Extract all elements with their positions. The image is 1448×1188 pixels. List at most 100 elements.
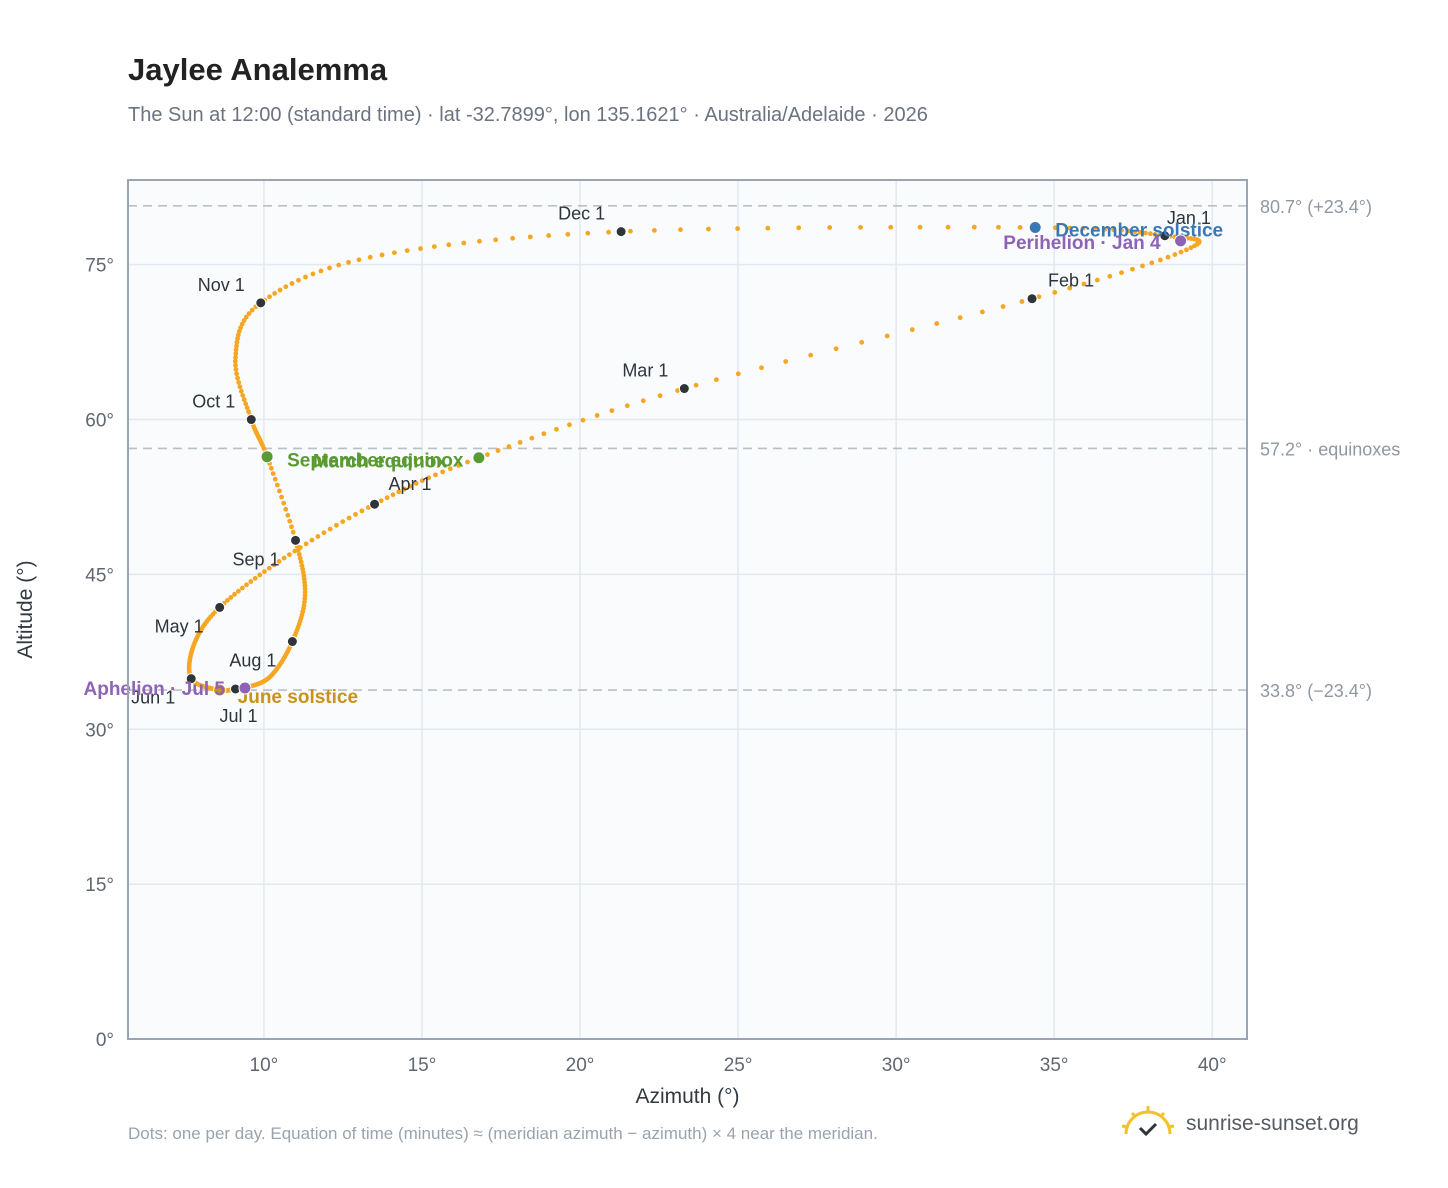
daily-sun-dot (233, 347, 239, 353)
daily-sun-dot (295, 547, 301, 553)
daily-sun-dot (640, 398, 646, 404)
daily-sun-dot (1000, 304, 1006, 309)
daily-sun-dot (606, 229, 611, 235)
daily-sun-dot (1140, 263, 1145, 269)
daily-sun-dot (934, 321, 940, 326)
x-tick-label: 25° (724, 1055, 753, 1076)
daily-sun-dot (270, 471, 276, 476)
daily-sun-dot (517, 439, 523, 445)
daily-sun-dot (1052, 289, 1058, 295)
daily-sun-dot (303, 274, 308, 280)
x-tick-label: 30° (882, 1055, 911, 1076)
daily-sun-dot (241, 397, 247, 403)
daily-sun-dot (353, 512, 358, 517)
daily-sun-dot (796, 225, 802, 231)
month-label: Dec 1 (558, 204, 605, 224)
daily-sun-dot (1152, 231, 1158, 237)
y-tick-label: 75° (85, 256, 114, 277)
daily-sun-dot (346, 259, 351, 265)
daily-sun-dot (624, 403, 630, 409)
daily-sun-dot (318, 268, 324, 274)
month-marker (678, 383, 690, 395)
daily-sun-dot (858, 224, 863, 230)
daily-sun-dot (909, 327, 915, 333)
daily-sun-dot (678, 227, 683, 233)
x-tick-label: 10° (250, 1055, 279, 1076)
daily-sun-dot (1147, 231, 1153, 237)
daily-sun-dot (238, 388, 244, 394)
daily-sun-dot (299, 563, 305, 568)
daily-sun-dot (289, 524, 294, 530)
daily-sun-dot (1094, 277, 1100, 283)
apsis-marker (1174, 234, 1188, 248)
daily-sun-dot (1137, 229, 1143, 235)
daily-sun-dot (233, 351, 239, 356)
daily-sun-dot (279, 494, 284, 500)
daily-sun-dot (418, 246, 423, 251)
reference-lines: 80.7° (+23.4°) 57.2° · equinoxes 33.8° (−2… (128, 197, 1400, 701)
y-tick-label: 15° (85, 875, 114, 896)
daily-sun-dot (979, 309, 985, 315)
daily-sun-dot (310, 271, 316, 277)
month-marker (615, 226, 627, 238)
y-tick-label: 45° (85, 565, 114, 586)
daily-sun-dot (281, 555, 287, 561)
daily-sun-dot (553, 426, 559, 432)
daily-sun-dot (367, 254, 373, 260)
daily-sun-dot (567, 422, 572, 428)
daily-sun-dot (675, 388, 680, 393)
daily-sun-dot (506, 444, 512, 449)
daily-sun-dot (233, 367, 239, 372)
daily-sun-dot (446, 242, 452, 248)
daily-sun-dot (297, 555, 303, 561)
brand-name[interactable]: sunrise-sunset.org (1186, 1112, 1359, 1135)
daily-sun-dot (510, 235, 516, 241)
reference-line-label: 33.8° (−23.4°) (1260, 681, 1372, 701)
solstice_december-marker (1028, 220, 1042, 234)
apsis-marker (238, 681, 252, 695)
daily-sun-dot (1143, 230, 1148, 236)
daily-sun-dot (693, 382, 699, 388)
equinox-label: September equinox (287, 451, 464, 472)
daily-sun-dot (234, 339, 240, 345)
daily-sun-dot (859, 339, 865, 345)
daily-sun-dot (1119, 227, 1124, 233)
daily-sun-dot (276, 559, 282, 564)
daily-sun-dot (1019, 299, 1025, 304)
month-label: Mar 1 (622, 361, 668, 381)
y-tick-label: 30° (85, 720, 114, 741)
daily-sun-dot (268, 465, 274, 471)
daily-sun-dot (765, 225, 771, 231)
daily-sun-dot (240, 393, 246, 398)
daily-sun-dot (594, 413, 600, 418)
daily-sun-dot (232, 591, 237, 597)
daily-sun-dot (419, 478, 425, 484)
daily-sun-dot (1036, 294, 1042, 300)
daily-sun-dot (808, 352, 814, 358)
daily-sun-dot (477, 238, 482, 244)
month-marker (214, 601, 226, 613)
daily-sun-dot (971, 224, 977, 230)
month-label: Jun 1 (131, 688, 175, 708)
daily-sun-dot (321, 530, 327, 536)
daily-sun-dot (327, 265, 332, 271)
daily-sun-dot (396, 489, 402, 495)
daily-sun-dot (628, 228, 633, 234)
plot-area (128, 180, 1247, 1039)
brand[interactable]: sunrise-sunset.org (1120, 1102, 1359, 1146)
daily-sun-dot (285, 512, 291, 518)
daily-sun-dot (706, 226, 711, 232)
daily-sun-dot (257, 572, 263, 578)
month-marker (1159, 230, 1171, 242)
daily-sun-dot (336, 262, 342, 268)
daily-sun-dot (235, 336, 240, 341)
daily-sun-dot (735, 371, 741, 377)
y-axis-label: Altitude (°) (14, 560, 37, 658)
daily-sun-dot (1102, 226, 1108, 232)
daily-sun-dot (714, 377, 719, 383)
daily-sun-dot (236, 380, 242, 385)
daily-sun-dot (945, 224, 951, 230)
daily-sun-dot (237, 384, 243, 390)
daily-sun-dot (309, 537, 315, 543)
daily-sun-dot (996, 224, 1001, 230)
